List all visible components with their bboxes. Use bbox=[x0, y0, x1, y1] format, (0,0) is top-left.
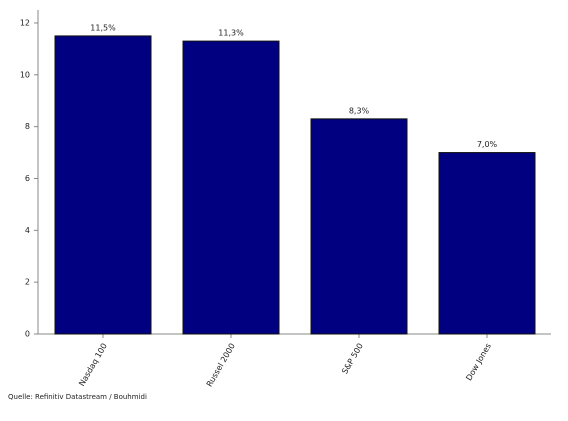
x-tick-label: Russel 2000 bbox=[205, 342, 237, 389]
x-tick-label: S&P 500 bbox=[340, 342, 365, 376]
y-tick-label: 4 bbox=[25, 226, 30, 235]
y-tick-label: 12 bbox=[20, 18, 30, 27]
bar bbox=[54, 35, 152, 335]
value-label: 7,0% bbox=[477, 140, 498, 149]
value-label: 11,3% bbox=[218, 29, 244, 38]
y-tick-label: 0 bbox=[25, 330, 30, 339]
source-note: Quelle: Refinitiv Datastream / Bouhmidi bbox=[8, 393, 147, 401]
y-tick-label: 2 bbox=[25, 278, 30, 287]
bar bbox=[182, 40, 280, 335]
y-tick-label: 10 bbox=[20, 70, 30, 79]
y-tick-label: 6 bbox=[25, 174, 30, 183]
bar bbox=[310, 118, 408, 335]
value-label: 11,5% bbox=[90, 23, 116, 32]
x-tick-label: Nasdaq 100 bbox=[77, 342, 109, 388]
y-tick-label: 8 bbox=[25, 122, 30, 131]
value-label: 8,3% bbox=[349, 106, 370, 115]
bar bbox=[438, 152, 536, 335]
x-tick-label: Dow Jones bbox=[464, 342, 493, 382]
